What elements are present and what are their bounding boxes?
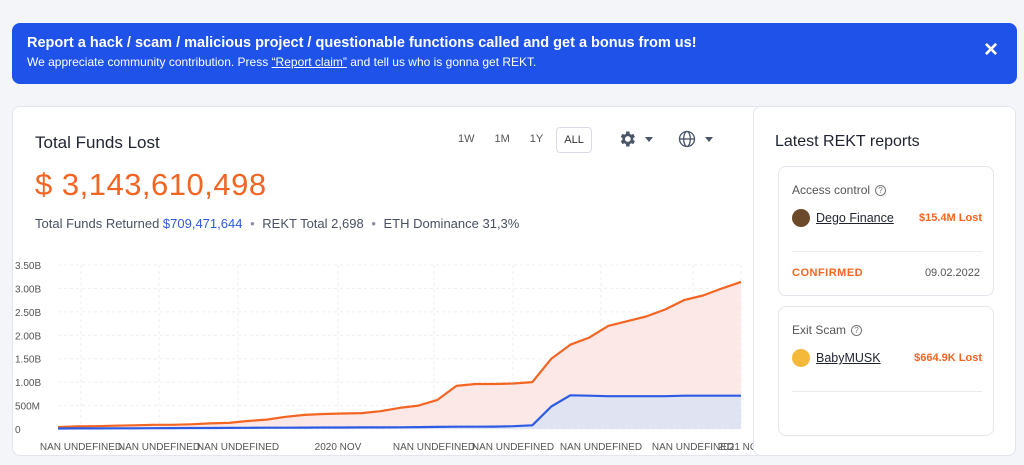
rekt-total: REKT Total 2,698 xyxy=(262,216,364,231)
separator-dot: • xyxy=(250,216,255,231)
report-claim-link[interactable]: “Report claim” xyxy=(271,55,347,69)
info-icon: ? xyxy=(875,184,887,196)
banner-title: Report a hack / scam / malicious project… xyxy=(27,35,697,51)
close-icon[interactable]: × xyxy=(983,36,998,63)
x-tick-label: NAN UNDEFINED xyxy=(652,442,734,453)
project-row: Dego Finance $15.4M Lost xyxy=(792,209,982,227)
report-type: Exit Scam ? xyxy=(792,323,863,337)
avatar xyxy=(792,349,810,367)
stats-line: Total Funds Returned $709,471,644 • REKT… xyxy=(35,216,519,231)
x-tick-label: 2021 NOV xyxy=(718,442,765,453)
divider xyxy=(792,391,982,392)
y-tick-label: 3.50B xyxy=(15,261,41,272)
report-banner: Report a hack / scam / malicious project… xyxy=(12,23,1017,84)
info-icon: ? xyxy=(851,324,863,336)
report-date: 09.02.2022 xyxy=(924,267,980,279)
side-title: Latest REKT reports xyxy=(775,133,920,150)
tab-all[interactable]: ALL xyxy=(556,127,592,153)
report-card[interactable]: Access control ? Dego Finance $15.4M Los… xyxy=(778,166,994,296)
funds-lost-chart: 3.50B 3.00B 2.50B 2.00B 1.50B 1.00B 500M 0 NAN U… xyxy=(15,261,767,453)
chevron-down-icon xyxy=(645,136,653,142)
y-tick-label: 0 xyxy=(15,425,21,436)
y-tick-label: 3.00B xyxy=(15,284,41,295)
y-tick-label: 2.50B xyxy=(15,308,41,319)
banner-subtitle: We appreciate community contribution. Pr… xyxy=(27,55,536,69)
report-type: Access control ? xyxy=(792,183,887,197)
range-tabs: 1W 1M 1Y ALL xyxy=(451,127,592,153)
project-name-link[interactable]: Dego Finance xyxy=(816,211,894,225)
top-strip xyxy=(0,0,1024,10)
x-tick-label: NAN UNDEFINED xyxy=(197,442,279,453)
total-funds-card: Total Funds Lost 1W 1M 1Y ALL $ 3,143,61… xyxy=(12,106,768,456)
x-tick-label: NAN UNDEFINED xyxy=(560,442,642,453)
divider xyxy=(792,251,982,252)
settings-dropdown[interactable] xyxy=(617,129,653,149)
x-tick-label: NAN UNDEFINED xyxy=(393,442,475,453)
lost-amount: $664.9K Lost xyxy=(914,352,982,364)
eth-dominance: ETH Dominance 31,3% xyxy=(383,216,520,231)
banner-sub-text: We appreciate community contribution. Pr… xyxy=(27,55,272,69)
gear-icon xyxy=(620,131,635,147)
x-tick-label: NAN UNDEFINED xyxy=(472,442,554,453)
lost-amount: $15.4M Lost xyxy=(919,212,982,224)
y-tick-label: 1.50B xyxy=(15,355,41,366)
x-tick-label: NAN UNDEFINED xyxy=(118,442,200,453)
x-tick-label: NAN UNDEFINED xyxy=(40,442,122,453)
series-area xyxy=(58,395,741,429)
series-line xyxy=(57,394,741,430)
card-title: Total Funds Lost xyxy=(35,133,160,152)
tab-1y[interactable]: 1Y xyxy=(529,133,544,145)
chevron-down-icon xyxy=(705,136,713,142)
series-area xyxy=(58,281,741,429)
x-tick-label: 2020 NOV xyxy=(315,442,362,453)
series-line xyxy=(57,280,742,429)
project-row: BabyMUSK $664.9K Lost xyxy=(792,349,982,367)
y-tick-label: 2.00B xyxy=(15,331,41,342)
report-type-label: Access control xyxy=(792,183,871,197)
project-name-link[interactable]: BabyMUSK xyxy=(816,351,881,365)
latest-reports-card: Latest REKT reports Access control ? Deg… xyxy=(753,106,1016,456)
total-funds-lost-value: $ 3,143,610,498 xyxy=(35,167,267,202)
y-tick-label: 1.00B xyxy=(15,378,41,389)
banner-sub-text-2: and tell us who is gonna get REKT. xyxy=(346,55,537,69)
returned-label: Total Funds Returned xyxy=(35,216,160,231)
y-tick-label: 500M xyxy=(15,402,40,413)
status-badge: CONFIRMED xyxy=(792,267,864,279)
language-dropdown[interactable] xyxy=(677,129,713,149)
report-type-label: Exit Scam xyxy=(792,323,847,337)
returned-value: $709,471,644 xyxy=(162,216,243,231)
report-card[interactable]: Exit Scam ? BabyMUSK $664.9K Lost xyxy=(778,306,994,436)
tab-1w[interactable]: 1W xyxy=(458,133,475,145)
separator-dot: • xyxy=(371,216,376,231)
tab-1m[interactable]: 1M xyxy=(494,133,510,145)
globe-icon xyxy=(678,130,696,148)
avatar xyxy=(792,209,810,227)
